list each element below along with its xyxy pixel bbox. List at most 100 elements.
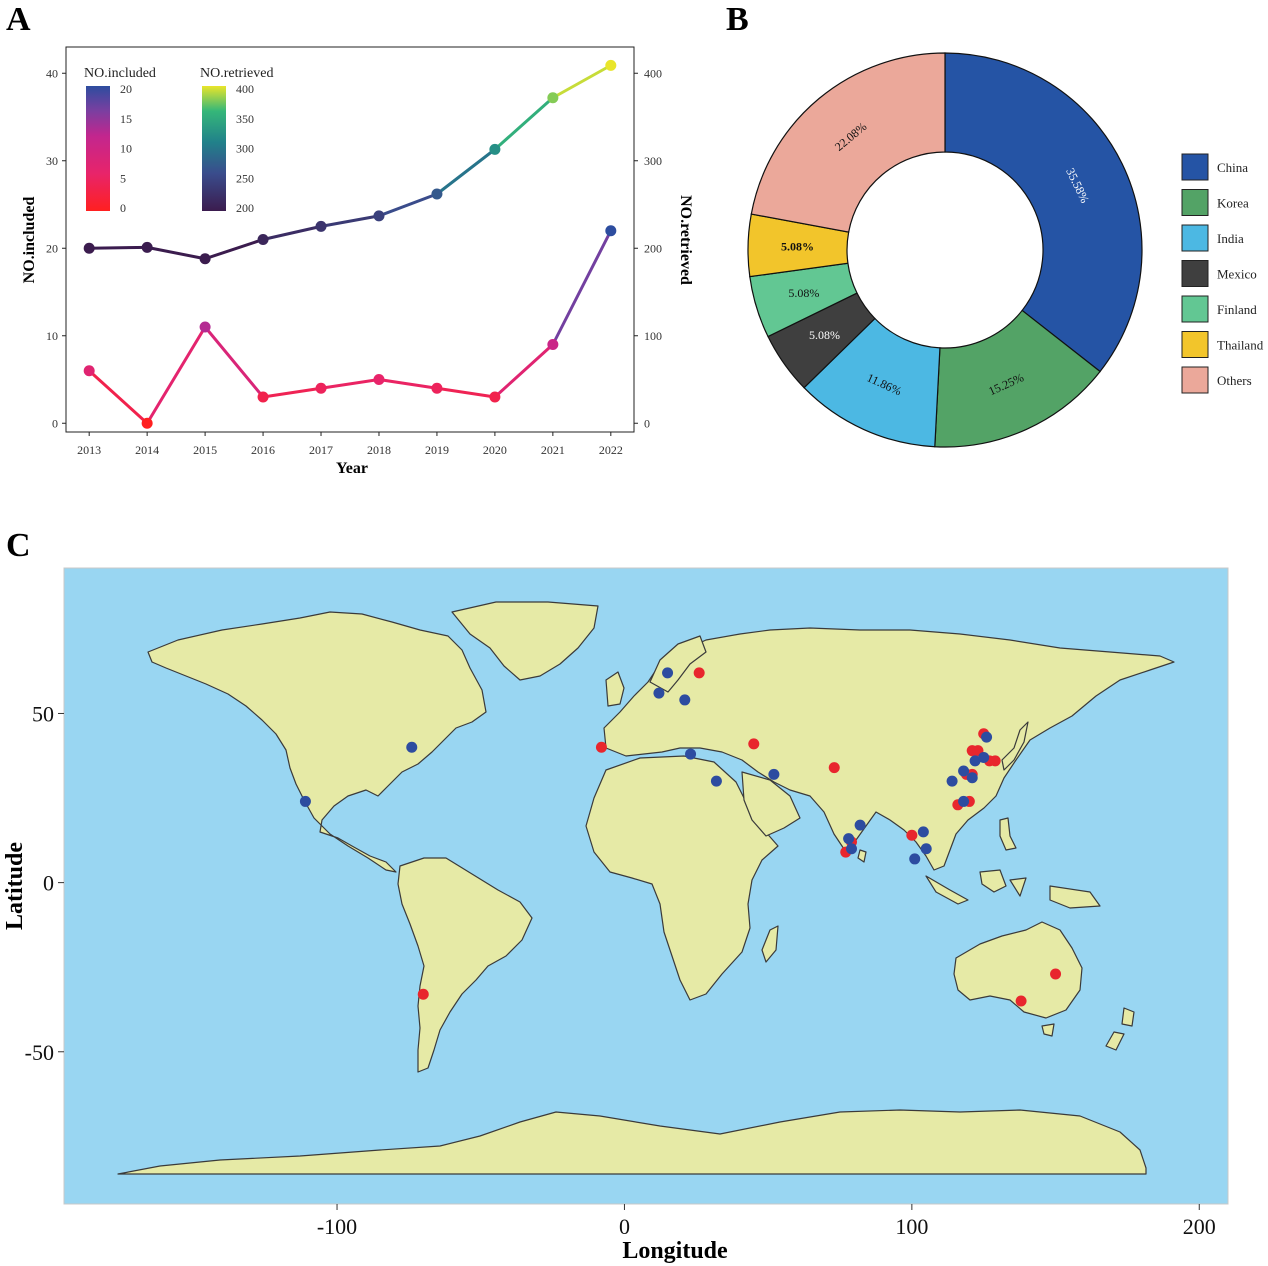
x-tick-label: 2017 [309,443,333,457]
map-y-ticks: -50 0 50 [25,701,64,1065]
included-point [315,382,327,394]
retrieved-line-segment [551,63,613,100]
map-point [845,843,857,855]
map-point [958,765,970,777]
map-y-tick-label: -50 [25,1040,54,1065]
map-x-tick-label: 200 [1183,1214,1216,1239]
x-tick-label: 2018 [367,443,391,457]
sri-lanka [857,849,867,863]
map-y-tick-label: 50 [32,701,54,726]
retrieved-line-segment [435,147,497,196]
legend-label-mexico: Mexico [1217,267,1257,282]
map-frame [63,567,1229,1205]
map-point [693,667,705,679]
donut-legend: China Korea India Mexico Finland Thailand Othe… [1181,153,1264,394]
map-point [299,795,311,807]
legend-label-india: India [1217,231,1244,246]
included-point [199,321,211,333]
greenland [451,601,599,681]
panel-a-label: A [6,1,31,38]
legend-retrieved-ticks: 200 250 300 350 400 [226,82,254,215]
legend-label-others: Others [1217,373,1252,388]
x-axis-ticks: 2013 2014 2015 2016 2017 2018 2019 2020 2021 2022 [77,432,623,457]
donut-label: 5.08% [781,239,814,253]
panel-b-label: B [726,1,749,38]
retrieved-point [199,253,211,265]
right-axis-ticks: 0 100 200 300 400 [634,66,662,430]
map-point [679,694,691,706]
included-point [373,374,385,385]
map-points [299,667,1062,1007]
madagascar [761,925,779,963]
map-point [1050,968,1062,980]
map-point [917,826,929,838]
map-point [828,762,840,774]
legend-retrieved-colorbar [202,86,226,211]
map-point [406,741,418,753]
legend-label-korea: Korea [1217,196,1249,211]
retrieved-point [141,241,153,253]
donut-label: 5.08% [788,286,819,300]
series-points [83,59,617,429]
x-tick-label: 2020 [483,443,507,457]
map-x-ticks: -100 0 100 200 [317,1204,1216,1239]
map-x-tick-label: 100 [895,1214,928,1239]
map-x-tick-label: -100 [317,1214,357,1239]
included-point [547,339,559,350]
included-line-segment [377,378,439,390]
y-tick-label: 0 [52,416,58,430]
retrieved-line-segment [493,96,555,151]
y-tick-label: 40 [46,66,58,80]
map-x-axis-title: Longitude [622,1238,728,1264]
y2-axis-title: NO.retrieved [677,195,694,285]
included-line-segment [435,386,497,399]
map-point [1015,995,1027,1007]
map-point [909,853,921,865]
included-point [83,365,95,377]
legend-tick-label: 400 [236,82,254,96]
included-line-segment [551,229,613,346]
legend-swatch-china [1181,153,1209,181]
map-point [989,755,1001,767]
retrieved-point [83,242,95,254]
panel-b-donut-chart: 35.58%15.25%11.86%5.08%5.08%5.08%22.08% … [747,52,1264,448]
map-point [662,667,674,679]
included-line-segment [319,378,381,390]
y-tick-label: 20 [46,241,58,255]
x-tick-label: 2015 [193,443,217,457]
retrieved-point [315,220,327,232]
map-point [595,741,607,753]
included-point [489,391,501,403]
map-point [748,738,760,750]
map-y-axis-title: Latitude [2,842,28,930]
map-point [843,833,855,845]
x-tick-label: 2021 [541,443,565,457]
y-tick-label: 10 [46,329,58,343]
donut-slice-others [750,52,946,233]
eurasia [603,627,1175,871]
legend-label-china: China [1217,160,1248,175]
retrieved-line-segment [261,224,323,241]
retrieved-line-segment [145,245,207,261]
x-axis-title: Year [336,460,368,477]
map-point [969,755,981,767]
legend-tick-label: 15 [120,112,132,126]
legend-swatch-mexico [1181,260,1209,287]
tasmania [1041,1023,1055,1037]
legend-tick-label: 300 [236,142,254,156]
donut-slice-korea [934,309,1101,448]
legend-retrieved-title: NO.retrieved [200,66,273,81]
legend-swatch-finland [1181,295,1209,323]
legend-tick-label: 350 [236,112,254,126]
map-point [685,748,697,760]
included-point [257,391,269,403]
plot-frame [65,46,635,433]
legend-included-colorbar [86,86,110,211]
map-point [768,768,780,780]
map-point [978,751,990,763]
map-point [906,829,918,841]
retrieved-line-segment [377,192,439,218]
included-line-segment [87,369,149,425]
map-point [981,731,993,743]
